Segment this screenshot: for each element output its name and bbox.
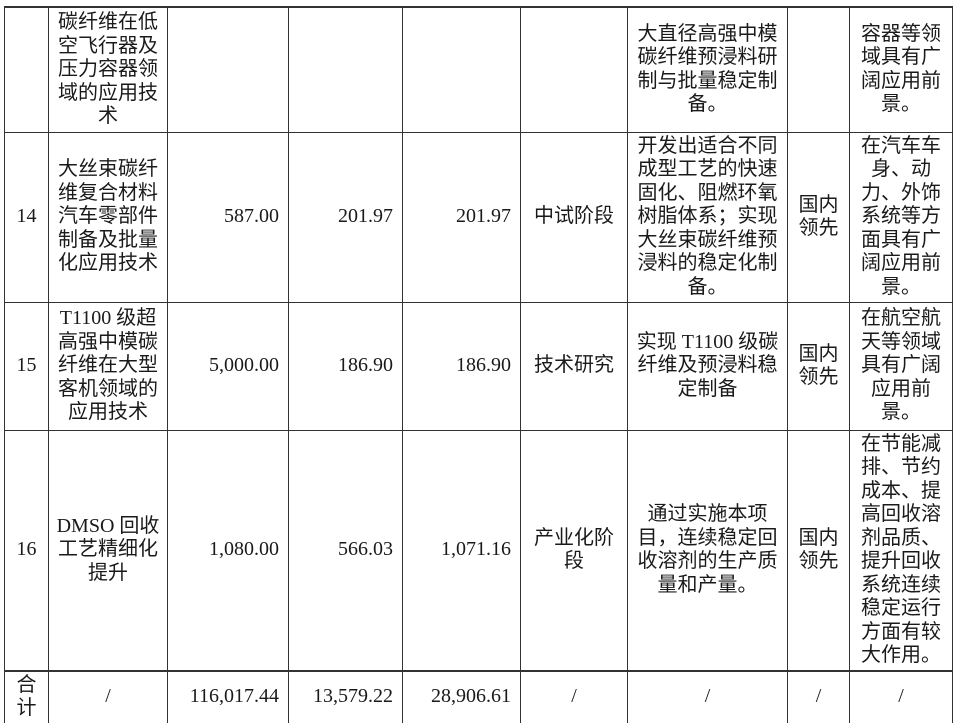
project-name-cell: 碳纤维在低空飞行器及压力容器领域的应用技术 (48, 6, 168, 133)
stage-cell (520, 6, 628, 133)
level-cell: 国内领先 (787, 301, 850, 431)
serial-cell: 14 (4, 131, 49, 303)
amount-col2-cell: 201.97 (288, 131, 403, 303)
prospect-cell: / (849, 669, 953, 723)
table-row-total: 合计 / 116,017.44 13,579.22 28,906.61 / / … (4, 669, 953, 723)
achievement-cell: 实现 T1100 级碳纤维及预浸料稳定制备 (627, 301, 788, 431)
level-cell: 国内领先 (787, 429, 850, 671)
amount-col3-cell: 28,906.61 (402, 669, 521, 723)
table-row-13-continued: 碳纤维在低空飞行器及压力容器领域的应用技术 大直径高强中模碳纤维预浸料研制与批量… (4, 6, 953, 133)
stage-cell: 中试阶段 (520, 131, 628, 303)
table-row-14: 14 大丝束碳纤维复合材料汽车零部件制备及批量化应用技术 587.00 201.… (4, 131, 953, 303)
stage-cell: 技术研究 (520, 301, 628, 431)
serial-cell: 16 (4, 429, 49, 671)
serial-cell: 15 (4, 301, 49, 431)
rd-projects-table: 碳纤维在低空飞行器及压力容器领域的应用技术 大直径高强中模碳纤维预浸料研制与批量… (4, 6, 953, 723)
project-name-cell: 大丝束碳纤维复合材料汽车零部件制备及批量化应用技术 (48, 131, 168, 303)
table-row-15: 15 T1100 级超高强中模碳纤维在大型客机领域的应用技术 5,000.00 … (4, 301, 953, 431)
amount-col1-cell: 5,000.00 (167, 301, 289, 431)
project-name-cell: / (48, 669, 168, 723)
achievement-cell: 通过实施本项目，连续稳定回收溶剂的生产质量和产量。 (627, 429, 788, 671)
amount-col3-cell: 186.90 (402, 301, 521, 431)
stage-cell: / (520, 669, 628, 723)
level-cell (787, 6, 850, 133)
amount-col1-cell: 1,080.00 (167, 429, 289, 671)
amount-col3-cell: 201.97 (402, 131, 521, 303)
prospect-cell: 容器等领域具有广阔应用前景。 (849, 6, 953, 133)
project-name-cell: T1100 级超高强中模碳纤维在大型客机领域的应用技术 (48, 301, 168, 431)
stage-cell: 产业化阶段 (520, 429, 628, 671)
amount-col3-cell: 1,071.16 (402, 429, 521, 671)
achievement-cell: / (627, 669, 788, 723)
amount-col2-cell: 566.03 (288, 429, 403, 671)
achievement-cell: 开发出适合不同成型工艺的快速固化、阻燃环氧树脂体系；实现大丝束碳纤维预浸料的稳定… (627, 131, 788, 303)
amount-col1-cell (167, 6, 289, 133)
prospect-cell: 在节能减排、节约成本、提高回收溶剂品质、提升回收系统连续稳定运行方面有较大作用。 (849, 429, 953, 671)
level-cell: 国内领先 (787, 131, 850, 303)
amount-col2-cell: 13,579.22 (288, 669, 403, 723)
amount-col1-cell: 587.00 (167, 131, 289, 303)
prospect-cell: 在航空航天等领域具有广阔应用前景。 (849, 301, 953, 431)
table-row-16: 16 DMSO 回收工艺精细化提升 1,080.00 566.03 1,071.… (4, 429, 953, 671)
level-cell: / (787, 669, 850, 723)
achievement-cell: 大直径高强中模碳纤维预浸料研制与批量稳定制备。 (627, 6, 788, 133)
amount-col2-cell: 186.90 (288, 301, 403, 431)
amount-col1-cell: 116,017.44 (167, 669, 289, 723)
serial-cell (4, 6, 49, 133)
total-label-cell: 合计 (4, 669, 49, 723)
amount-col2-cell (288, 6, 403, 133)
prospect-cell: 在汽车车身、动力、外饰系统等方面具有广阔应用前景。 (849, 131, 953, 303)
amount-col3-cell (402, 6, 521, 133)
project-name-cell: DMSO 回收工艺精细化提升 (48, 429, 168, 671)
